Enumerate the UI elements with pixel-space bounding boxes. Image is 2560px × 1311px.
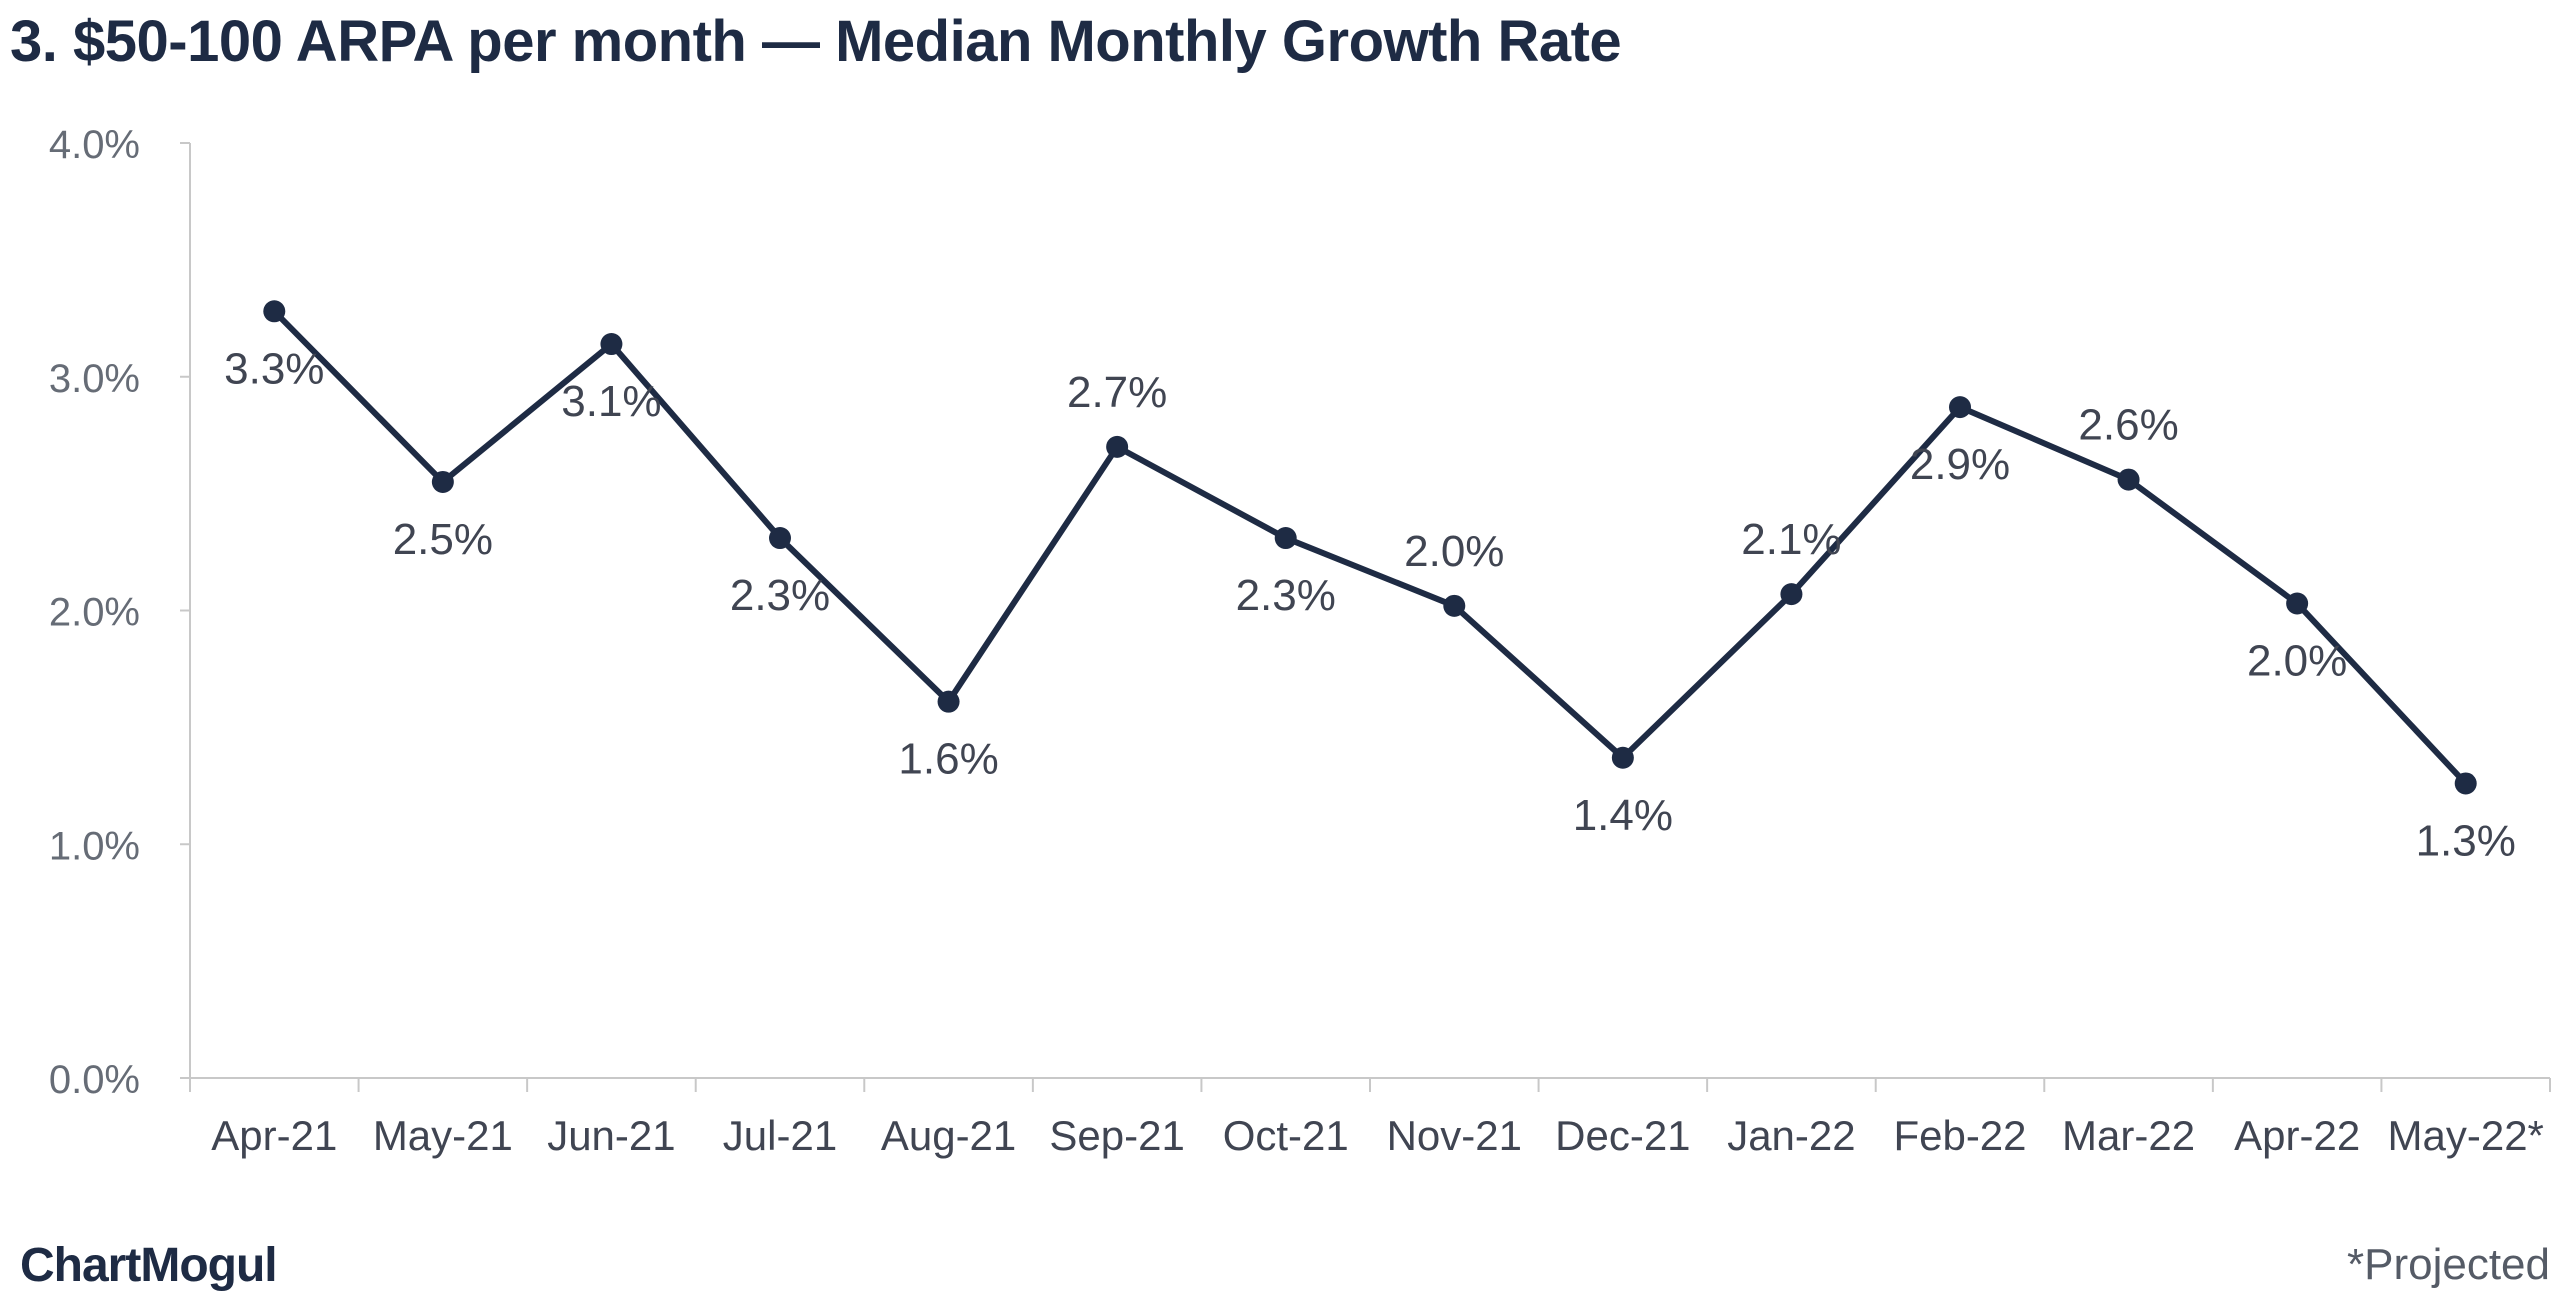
x-tick-label: Jul-21 [723,1112,837,1159]
data-point [1443,594,1466,617]
data-label: 2.0% [1404,527,1504,576]
x-tick-label: Dec-21 [1555,1112,1690,1159]
data-point [1611,746,1634,769]
data-point [2454,772,2477,795]
y-tick-label: 0.0% [49,1058,140,1102]
data-label: 1.3% [2416,816,2516,865]
x-tick-label: Apr-21 [211,1112,337,1159]
data-point [1780,583,1803,606]
chart-title: 3. $50-100 ARPA per month — Median Month… [10,9,1622,74]
x-tick-label: Jun-21 [547,1112,675,1159]
x-axis: Apr-21 May-21 Jun-21 Jul-21 Aug-21 Sep-21 Oct-… [189,1077,2551,1159]
x-tick-label: May-21 [373,1112,513,1159]
x-tick-label: Aug-21 [881,1112,1016,1159]
y-axis: 0.0% 1.0% 2.0% 3.0% 4.0% [49,123,191,1102]
data-label: 2.6% [2078,401,2178,450]
y-tick-label: 1.0% [49,824,140,868]
series-growth-rate [263,300,2477,795]
data-label: 1.4% [1573,791,1673,840]
data-point [2117,468,2140,491]
data-label: 3.1% [561,377,661,426]
y-tick-label: 3.0% [49,357,140,401]
x-tick-label: Sep-21 [1049,1112,1184,1159]
chartmogul-logo: ChartMogul [20,1239,278,1292]
series-line [271,308,2469,787]
data-point [1106,435,1129,458]
x-tick-label: May-22* [2388,1112,2544,1159]
x-tick-label: Nov-21 [1387,1112,1522,1159]
y-tick-label: 2.0% [49,591,140,635]
data-point [600,333,623,356]
data-label: 2.7% [1067,368,1167,417]
x-tick-label: Mar-22 [2062,1112,2195,1159]
data-label: 2.3% [730,571,830,620]
data-point [263,300,286,323]
x-tick-label: Apr-22 [2234,1112,2360,1159]
data-label: 2.3% [1236,571,1336,620]
data-labels: 3.3% 2.5% 3.1% 2.3% 1.6% 2.7% 2.3% 2.0% 1.4% 2.1%… [224,344,2516,865]
data-label: 2.1% [1741,515,1841,564]
data-point [937,690,960,713]
data-label: 1.6% [898,735,998,784]
footnote-projected: *Projected [2346,1240,2550,1289]
data-point [1274,527,1297,550]
data-point [769,527,791,550]
data-label: 2.9% [1910,440,2010,489]
data-point [1949,396,1971,419]
x-tick-label: Feb-22 [1893,1112,2026,1159]
data-point [2286,592,2309,615]
data-label: 2.5% [393,515,493,564]
data-point [431,470,454,493]
x-tick-label: Jan-22 [1727,1112,1855,1159]
data-label: 2.0% [2247,636,2347,685]
data-label: 3.3% [224,344,324,393]
x-tick-label: Oct-21 [1223,1112,1349,1159]
y-tick-label: 4.0% [49,123,140,167]
